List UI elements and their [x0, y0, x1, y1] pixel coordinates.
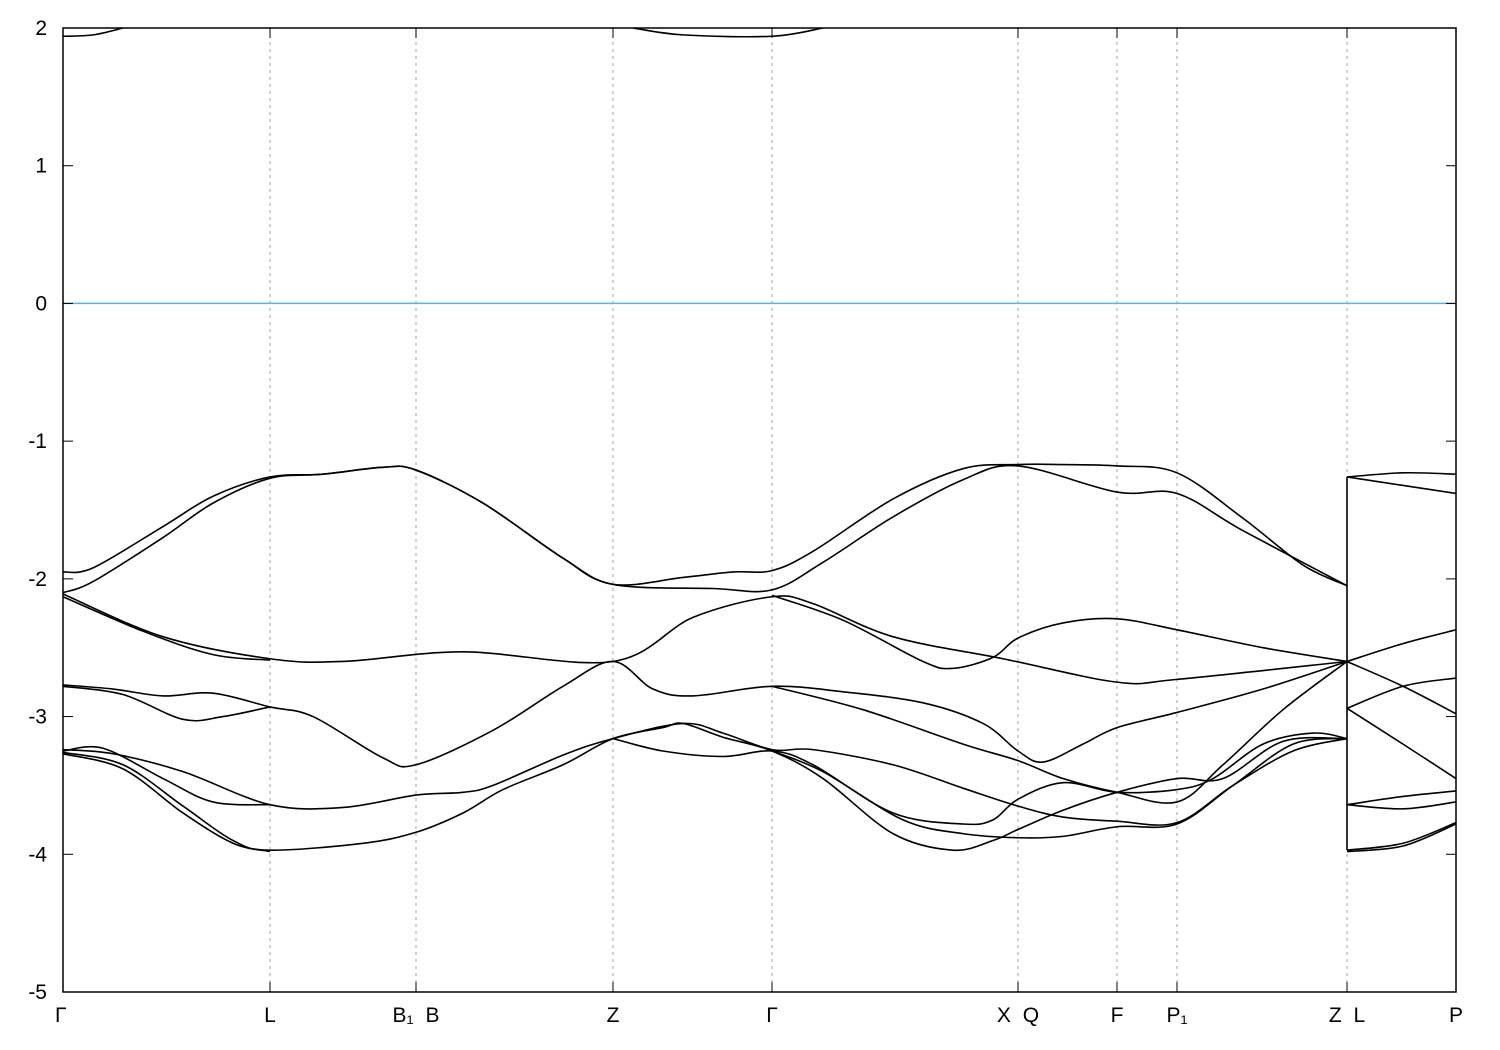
x-axis: Γ L B₁ B Z Γ X Q F P₁ Z L P	[55, 28, 1463, 1027]
x-tick-label: X Q	[997, 1004, 1039, 1027]
band-line	[1346, 790, 1456, 806]
x-tick-label: Z L	[1329, 1004, 1365, 1027]
y-tick-label: 1	[35, 155, 47, 178]
band-line	[632, 28, 824, 38]
band-line	[63, 596, 271, 661]
band-line	[63, 722, 1348, 826]
grid-lines	[269, 28, 1348, 992]
plot-frame	[62, 27, 1457, 993]
y-tick-label: -4	[28, 843, 47, 866]
band-line	[63, 593, 1348, 685]
band-line	[771, 594, 1348, 670]
band-line	[771, 737, 1348, 839]
band-line	[1346, 476, 1456, 495]
y-tick-label: 2	[35, 17, 47, 40]
x-tick-label: Z	[607, 1004, 620, 1027]
band-line	[63, 745, 271, 806]
y-tick-label: -2	[28, 568, 47, 591]
band-line	[63, 464, 1348, 594]
band-line	[1346, 677, 1456, 710]
bands	[63, 28, 1456, 853]
x-tick-label: P	[1449, 1004, 1463, 1027]
band-line	[1346, 660, 1456, 715]
y-tick-label: -5	[28, 981, 47, 1004]
x-tick-label: B₁ B	[393, 1004, 440, 1027]
x-tick-label: Γ	[766, 1004, 778, 1027]
band-line	[1346, 823, 1456, 853]
band-line	[1346, 821, 1456, 851]
band-line	[1346, 707, 1456, 780]
band-line	[1346, 629, 1456, 663]
band-line	[1346, 801, 1456, 810]
band-line	[63, 752, 271, 853]
band-line	[63, 685, 271, 722]
y-axis: -5 -4 -3 -2 -1 0 1 2	[28, 17, 1456, 1004]
band-line	[63, 28, 124, 38]
band-line	[63, 722, 1348, 852]
band-line	[1346, 471, 1456, 478]
x-tick-label: L	[264, 1004, 276, 1027]
y-tick-label: 0	[35, 292, 47, 315]
x-tick-label: F	[1111, 1004, 1124, 1027]
band-line	[771, 660, 1348, 804]
band-line	[63, 463, 1348, 587]
x-tick-label: P₁	[1166, 1004, 1187, 1027]
x-tick-label: Γ	[55, 1004, 67, 1027]
y-tick-label: -3	[28, 706, 47, 729]
y-tick-label: -1	[28, 430, 47, 453]
band-line	[63, 660, 1348, 768]
band-line	[612, 732, 1348, 826]
